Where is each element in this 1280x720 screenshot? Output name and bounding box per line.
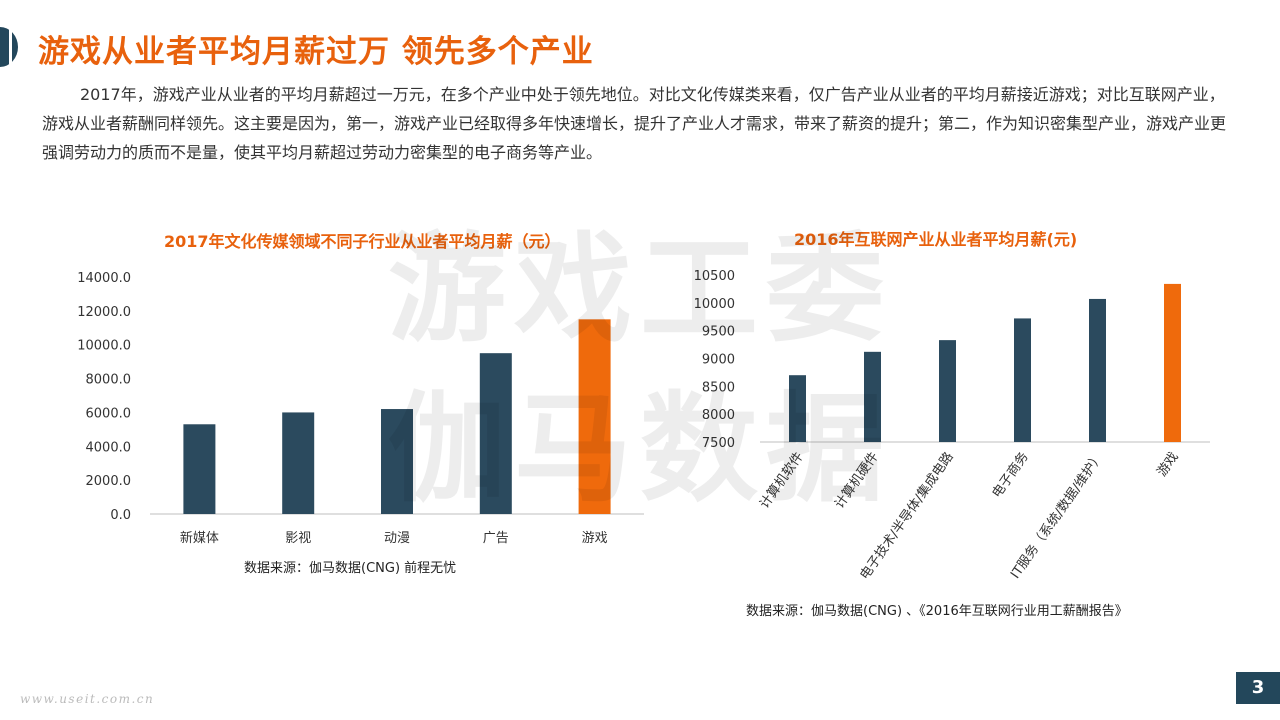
title-accent-mark	[0, 27, 18, 67]
y-tick-label: 10000	[694, 297, 735, 312]
bar-5	[1089, 298, 1106, 442]
left-chart-source: 数据来源：伽马数据(CNG) 前程无忧	[244, 561, 457, 576]
bar-6	[1164, 283, 1181, 442]
intro-paragraph: 2017年，游戏产业从业者的平均月薪超过一万元，在多个产业中处于领先地位。对比文…	[42, 85, 1227, 162]
category-label: 计算机硬件	[832, 450, 882, 512]
bar-3	[939, 340, 956, 442]
bar-1	[789, 375, 806, 442]
y-tick-label: 10000.0	[77, 339, 131, 354]
bar-4	[479, 353, 512, 514]
site-url: www.useit.com.cn	[20, 692, 155, 706]
y-tick-label: 10500	[694, 269, 735, 284]
bar-2	[864, 351, 881, 442]
category-label: 电子商务	[989, 449, 1032, 501]
y-tick-label: 9000	[702, 353, 735, 368]
left-chart-title: 2017年文化传媒领域不同子行业从业者平均月薪（元）	[164, 232, 561, 251]
y-tick-label: 7500	[702, 436, 735, 451]
y-tick-label: 2000.0	[86, 474, 132, 489]
bar-3	[381, 409, 413, 514]
category-label: 游戏	[1155, 450, 1182, 480]
y-tick-label: 9500	[702, 325, 735, 340]
left-bar-chart: 0.0 2000.0 4000.0 6000.0 8000.0 10000.0 12000.…	[77, 271, 644, 546]
category-label: 新媒体	[180, 530, 219, 546]
category-label: 游戏	[582, 531, 608, 546]
right-chart-source: 数据来源：伽马数据(CNG) 、《2016年互联网行业用工薪酬报告》	[746, 604, 1128, 619]
y-tick-label: 8000.0	[86, 373, 132, 388]
bar-4	[1014, 318, 1031, 442]
bar-1	[183, 424, 216, 514]
category-label: 计算机软件	[757, 450, 807, 512]
y-tick-label: 8000	[702, 408, 735, 423]
y-tick-label: 0.0	[110, 508, 131, 523]
category-label: 动漫	[384, 531, 410, 546]
category-label: 影视	[285, 531, 311, 546]
page-number: 3	[1236, 672, 1280, 704]
bar-5	[578, 319, 611, 514]
y-tick-label: 6000.0	[86, 406, 132, 421]
right-bar-chart: 7500 8000 8500 9000 9500 10000 10500 计算机软件 计算机硬件…	[694, 269, 1210, 583]
page-title: 游戏从业者平均月薪过万 领先多个产业	[38, 34, 594, 70]
right-chart-title: 2016年互联网产业从业者平均月薪(元)	[794, 230, 1078, 249]
y-tick-label: 8500	[702, 380, 735, 395]
y-tick-label: 12000.0	[77, 305, 131, 320]
y-tick-label: 4000.0	[86, 440, 132, 455]
bar-2	[282, 412, 315, 514]
y-tick-label: 14000.0	[77, 271, 131, 286]
category-label: 广告	[483, 531, 509, 546]
